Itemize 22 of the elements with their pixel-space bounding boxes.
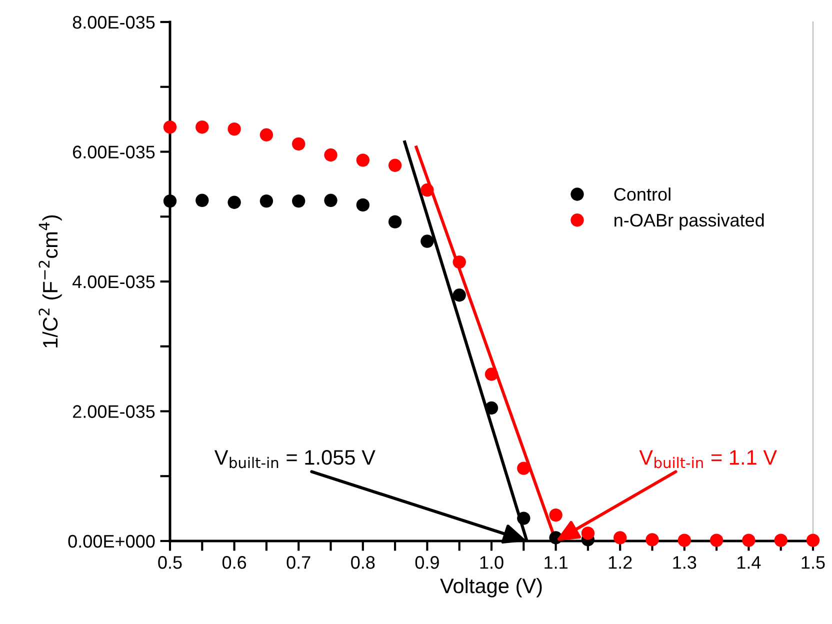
legend-label: n-OABr passivated [614,213,764,230]
y-tick-label: 6.00E-035 [73,146,155,158]
y-tick-label: 0.00E+000 [68,534,155,548]
x-tick-label: 0.6 [222,556,246,569]
y-tick-label: 8.00E-035 [72,16,155,29]
y-tick-label: 4.00E-035 [72,275,155,288]
x-tick-label: 1.3 [673,556,696,569]
annotation: V$_{built-in}$ = 1.1 V [639,450,777,468]
x-tick-label: 0.7 [286,556,310,569]
legend-label: Control [614,187,670,201]
x-tick-label: 1.2 [608,556,632,569]
y-tick-label: 2.00E-035 [73,405,155,418]
x-tick-label: 1.0 [480,556,504,569]
x-tick-label: 0.9 [415,556,439,569]
y-axis-title: 1/C$^{2}$ (F$^{−2}$cm$^{4}$) [38,215,62,348]
x-tick-label: 1.1 [544,556,568,569]
x-tick-label: 1.4 [738,556,761,569]
x-tick-label: 0.5 [158,556,182,569]
x-axis-title: Voltage (V) [440,578,542,598]
x-tick-label: 1.5 [802,556,825,569]
x-tick-label: 0.8 [351,556,375,569]
annotation: V$_{built-in}$ = 1.055 V [214,450,376,468]
